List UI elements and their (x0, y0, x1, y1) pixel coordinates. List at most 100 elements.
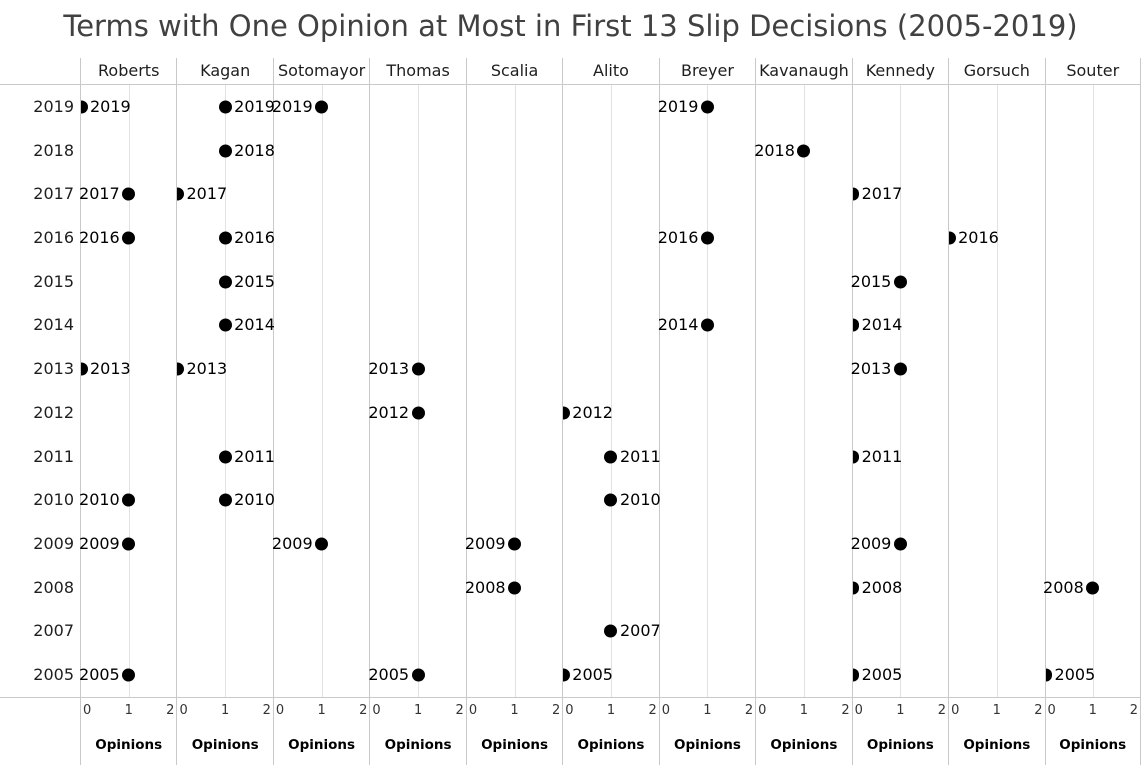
data-dot (411, 362, 425, 376)
ticks-cell: 0 1 2 (369, 698, 465, 724)
x-axis-title: Opinions (1059, 737, 1127, 753)
x-tick-label: 2 (841, 703, 850, 718)
x-tick-label: 1 (510, 703, 519, 718)
mark-year-label: 2013 (90, 359, 131, 379)
facet-header-souter: Souter (1044, 58, 1141, 85)
data-dot (700, 318, 714, 332)
mark-year-label: 2014 (657, 315, 699, 335)
data-dot (411, 668, 425, 682)
data-dot (508, 537, 522, 551)
year-axis-label: 2007 (33, 621, 74, 641)
data-dot (218, 318, 232, 332)
data-dot (122, 187, 136, 201)
gridline-x1 (610, 85, 612, 697)
x-tick-label: 1 (703, 703, 712, 718)
x-tick-label: 2 (1034, 703, 1043, 718)
facet-header-label: Gorsuch (963, 61, 1030, 80)
ticks-gutter-cell (0, 698, 80, 724)
facet-pane-roberts: 2019 2017 2016 2013 2010 2009 2005 (79, 85, 177, 698)
x-tick-label: 0 (758, 703, 767, 718)
data-dot (852, 450, 860, 464)
axis-label-gutter-cell (0, 724, 80, 765)
gridline-x1 (128, 85, 130, 697)
x-tick-label: 2 (551, 703, 561, 718)
x-tick-label: 0 (565, 703, 574, 718)
facet-header-label: Alito (593, 61, 629, 80)
mark-year-label: 2008 (1043, 577, 1084, 597)
x-axis-title: Opinions (191, 737, 259, 753)
mark-year-label: 2005 (572, 665, 613, 685)
x-tick-label: 1 (124, 703, 133, 718)
x-tick-label: 0 (372, 703, 381, 718)
x-axis-title: Opinions (384, 737, 452, 753)
x-tick-label: 1 (221, 703, 230, 718)
facet-pane-thomas: 2013 2012 2005 (368, 85, 466, 698)
x-tick-label: 1 (799, 703, 809, 718)
axis-label-cell: Opinions (851, 724, 948, 765)
data-dot (218, 493, 232, 507)
mark-year-label: 2015 (234, 271, 275, 291)
mark-year-label: 2015 (850, 271, 892, 291)
facet-header-kagan: Kagan (176, 58, 273, 85)
facet-header-label: Souter (1066, 61, 1120, 80)
data-dot (852, 581, 860, 595)
facet-header-scalia: Scalia (465, 58, 563, 85)
gridline-x1 (996, 85, 998, 697)
mark-year-label: 2013 (186, 359, 228, 379)
data-dot (1086, 581, 1100, 595)
year-axis-label: 2009 (33, 534, 74, 553)
ticks-cell: 0 1 2 (755, 698, 851, 724)
ticks-cell: 0 1 2 (851, 698, 948, 724)
ticks-cell: 0 1 2 (562, 698, 658, 724)
mark-year-label: 2010 (234, 490, 275, 510)
axis-label-cell: Opinions (272, 724, 369, 765)
data-dot (1045, 668, 1053, 682)
mark-year-label: 2019 (90, 96, 131, 116)
mark-year-label: 2017 (79, 184, 120, 204)
mark-year-label: 2010 (79, 490, 120, 510)
x-tick-label: 1 (317, 703, 326, 718)
year-axis-label: 2005 (33, 665, 74, 685)
data-dot (122, 668, 136, 682)
data-dot (893, 537, 907, 551)
data-dot (563, 406, 570, 420)
data-dot (604, 450, 618, 464)
x-axis-title: Opinions (770, 737, 838, 753)
facet-header-kavanaugh: Kavanaugh (755, 58, 852, 85)
year-axis-label: 2008 (33, 577, 74, 597)
x-tick-label: 2 (744, 703, 754, 718)
facet-pane-breyer: 2019 2016 2014 (657, 85, 756, 698)
facet-header-roberts: Roberts (80, 58, 177, 85)
ticks-cell: 0 1 2 (176, 698, 272, 724)
x-axis-title: Opinions (95, 737, 163, 753)
x-tick-label: 0 (179, 703, 188, 718)
mark-year-label: 2012 (572, 402, 613, 422)
gridline-x1 (418, 85, 420, 697)
data-dot (508, 581, 522, 595)
mark-year-label: 2018 (234, 140, 275, 160)
ticks-cell: 0 1 2 (272, 698, 369, 724)
facet-pane-souter: 2008 2005 (1043, 85, 1141, 698)
x-tick-label: 2 (648, 703, 657, 718)
x-axis-title: Opinions (577, 737, 645, 753)
mark-year-label: 2005 (368, 665, 410, 685)
year-axis-label: 2016 (33, 228, 74, 247)
mark-year-label: 2016 (958, 228, 999, 247)
mark-year-label: 2011 (861, 446, 903, 466)
year-axis-label: 2018 (33, 140, 74, 160)
x-tick-label: 0 (854, 703, 863, 718)
data-dot (218, 231, 232, 245)
data-dot (852, 187, 860, 201)
data-dot (852, 318, 860, 332)
axis-label-cell: Opinions (1044, 724, 1141, 765)
year-axis-label: 2013 (33, 359, 74, 379)
gridline-x1 (900, 85, 902, 697)
facet-header-label: Kennedy (865, 61, 935, 80)
mark-year-label: 2008 (464, 577, 506, 597)
year-axis-label: 2015 (33, 271, 74, 291)
facet-header-label: Sotomayor (278, 61, 366, 80)
facet-pane-alito: 2012 2011 2010 2007 2005 (562, 85, 661, 698)
facet-grid: Roberts Kagan Sotomayor Thomas Scalia Alito Br… (0, 58, 1141, 765)
year-axis-label: 2017 (33, 184, 74, 204)
x-tick-label: 1 (896, 703, 905, 718)
